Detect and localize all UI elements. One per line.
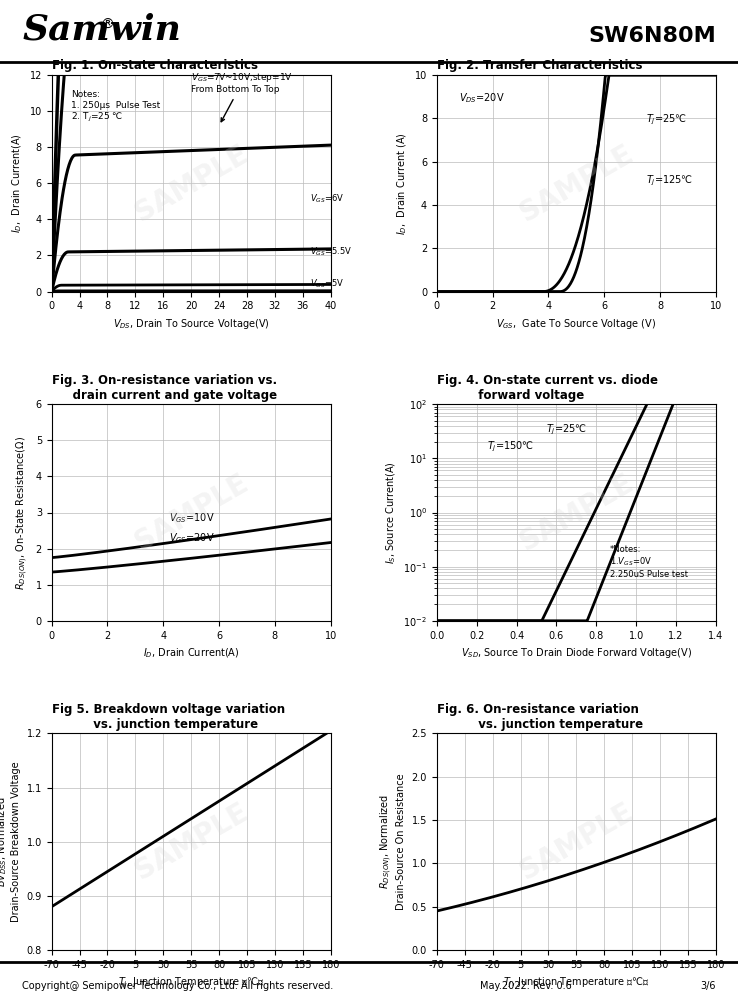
Text: 3/6: 3/6 — [700, 981, 716, 991]
X-axis label: $I_D$, Drain Current(A): $I_D$, Drain Current(A) — [143, 646, 239, 660]
Text: SAMPLE: SAMPLE — [515, 469, 638, 556]
Text: *Notes:
1.$V_{GS}$=0V
2.250uS Pulse test: *Notes: 1.$V_{GS}$=0V 2.250uS Pulse test — [610, 545, 688, 579]
Text: SAMPLE: SAMPLE — [515, 798, 638, 885]
Text: Fig. 1. On-state characteristics: Fig. 1. On-state characteristics — [52, 59, 258, 72]
Text: $T_j$=25℃: $T_j$=25℃ — [546, 423, 587, 437]
Text: $T_j$=150℃: $T_j$=150℃ — [486, 439, 534, 454]
Text: Notes:
1. 250μs  Pulse Test
2. T$_j$=25 ℃: Notes: 1. 250μs Pulse Test 2. T$_j$=25 ℃ — [71, 90, 160, 124]
Text: Fig. 2. Transfer Characteristics: Fig. 2. Transfer Characteristics — [437, 59, 642, 72]
X-axis label: $T_j$, Junction Temperature （℃）: $T_j$, Junction Temperature （℃） — [503, 975, 649, 990]
Text: SAMPLE: SAMPLE — [130, 798, 252, 885]
Text: $V_{GS}$=5.5V: $V_{GS}$=5.5V — [310, 246, 352, 258]
X-axis label: $V_{DS}$, Drain To Source Voltage(V): $V_{DS}$, Drain To Source Voltage(V) — [113, 317, 269, 331]
Text: $V_{GS}$=6V: $V_{GS}$=6V — [310, 192, 344, 205]
Text: $T_j$=125℃: $T_j$=125℃ — [646, 174, 693, 188]
Y-axis label: $R_{DS(ON)}$, On-State Resistance(Ω): $R_{DS(ON)}$, On-State Resistance(Ω) — [15, 435, 30, 590]
Text: Fig 5. Breakdown voltage variation
          vs. junction temperature: Fig 5. Breakdown voltage variation vs. j… — [52, 703, 285, 731]
Text: May.2022. Rev. 0.6: May.2022. Rev. 0.6 — [480, 981, 571, 991]
Text: $V_{GS}$=20V: $V_{GS}$=20V — [169, 531, 215, 545]
X-axis label: $V_{SD}$, Source To Drain Diode Forward Voltage(V): $V_{SD}$, Source To Drain Diode Forward … — [461, 646, 692, 660]
Text: $T_j$=25℃: $T_j$=25℃ — [646, 113, 687, 127]
Text: $V_{GS}$=10V: $V_{GS}$=10V — [169, 512, 215, 525]
Text: $V_{DS}$=20V: $V_{DS}$=20V — [459, 91, 505, 105]
Y-axis label: $I_D$,  Drain Current (A): $I_D$, Drain Current (A) — [396, 132, 410, 235]
Text: Fig. 3. On-resistance variation vs.
     drain current and gate voltage: Fig. 3. On-resistance variation vs. drai… — [52, 374, 277, 402]
Text: SAMPLE: SAMPLE — [515, 140, 638, 227]
Text: ®: ® — [100, 18, 114, 32]
Y-axis label: $BV_{DSS}$, Normalized
Drain-Source Breakdown Voltage: $BV_{DSS}$, Normalized Drain-Source Brea… — [0, 761, 21, 922]
Text: $V_{GS}$=5V: $V_{GS}$=5V — [310, 278, 344, 290]
X-axis label: $V_{GS}$,  Gate To Source Voltage (V): $V_{GS}$, Gate To Source Voltage (V) — [497, 317, 656, 331]
Text: SAMPLE: SAMPLE — [130, 469, 252, 556]
Text: $V_{GS}$=7V~10V,step=1V
From Bottom To Top: $V_{GS}$=7V~10V,step=1V From Bottom To T… — [191, 71, 293, 122]
Y-axis label: $R_{DS(ON)}$, Normalized
Drain-Source On Resistance: $R_{DS(ON)}$, Normalized Drain-Source On… — [379, 773, 406, 910]
Text: SAMPLE: SAMPLE — [130, 140, 252, 227]
Text: SW6N80M: SW6N80M — [588, 26, 716, 46]
X-axis label: $T_j$, Junction Temperature （℃）: $T_j$, Junction Temperature （℃） — [118, 975, 264, 990]
Text: Fig. 6. On-resistance variation
          vs. junction temperature: Fig. 6. On-resistance variation vs. junc… — [437, 703, 643, 731]
Text: Fig. 4. On-state current vs. diode
          forward voltage: Fig. 4. On-state current vs. diode forwa… — [437, 374, 658, 402]
Text: Samwin: Samwin — [22, 12, 181, 46]
Y-axis label: $I_D$,  Drain Current(A): $I_D$, Drain Current(A) — [10, 133, 24, 233]
Text: Copyright@ Semipower Technology Co., Ltd. All rights reserved.: Copyright@ Semipower Technology Co., Ltd… — [22, 981, 334, 991]
Y-axis label: $I_S$, Source Current(A): $I_S$, Source Current(A) — [384, 461, 398, 564]
